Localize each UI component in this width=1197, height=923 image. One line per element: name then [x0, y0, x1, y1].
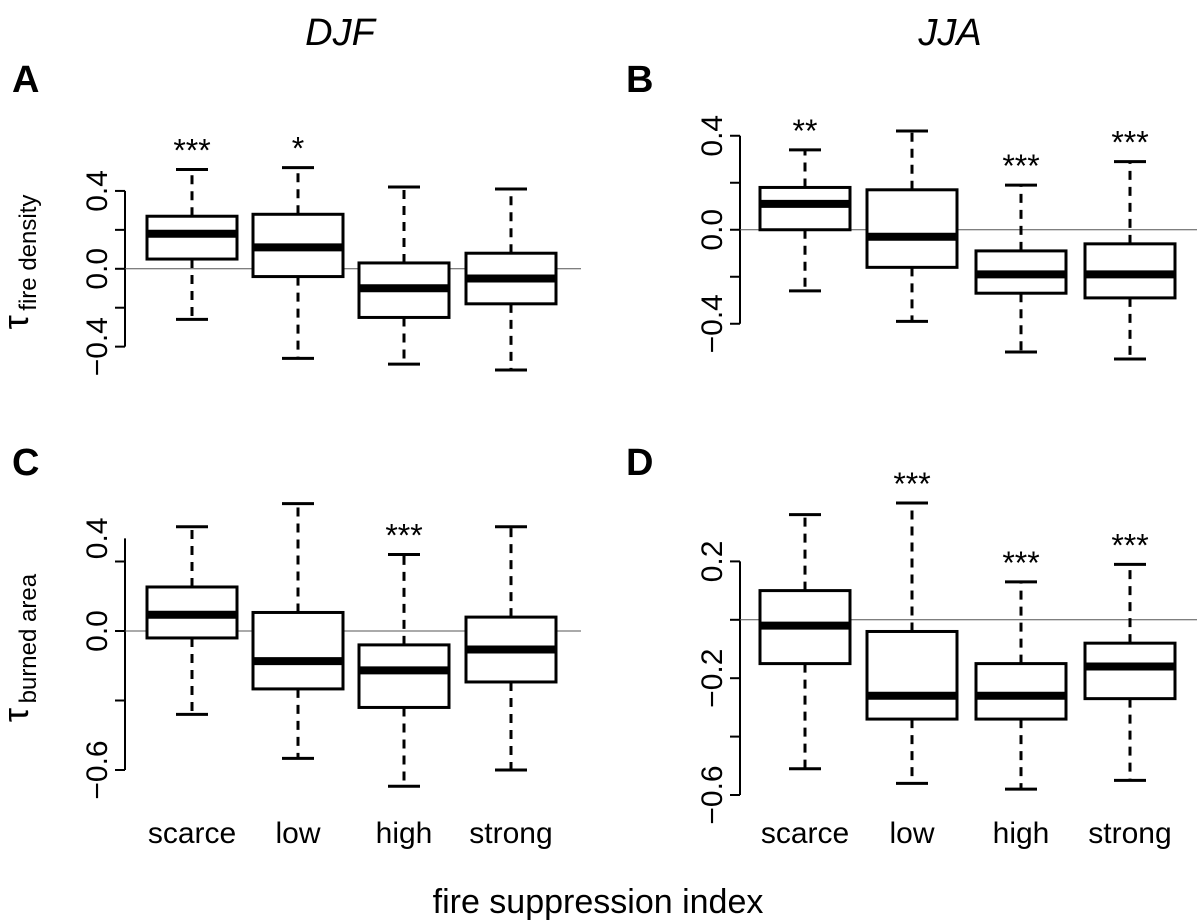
panel-d: D −0.6 −0.2 0.2 scarce *** low *** high *** strong [626, 442, 1197, 850]
box-high: *** [974, 148, 1068, 354]
panel-a: A−0.40.00.4*** * [12, 59, 581, 376]
y-tick-label: 0.0 [81, 248, 114, 290]
ylabel-tau-symbol: τ [0, 315, 36, 329]
significance-label: *** [173, 133, 210, 169]
box-low [865, 129, 959, 323]
ylabel-subscript: burned area [15, 573, 42, 703]
iqr-box [357, 643, 451, 709]
box-high: *** high [974, 545, 1068, 850]
significance-label: *** [1111, 125, 1148, 161]
iqr-box [1083, 641, 1177, 701]
x-tick-label-low: low [275, 817, 320, 850]
iqr-box [865, 188, 959, 269]
panel-letter: C [12, 442, 39, 484]
significance-label: * [292, 131, 304, 167]
box-high [357, 185, 451, 366]
y-tick-label: −0.6 [696, 765, 729, 824]
panel-letter: A [12, 59, 39, 101]
significance-label: *** [1111, 527, 1148, 563]
x-tick-label-low: low [889, 817, 934, 850]
svg-text:τ burned area: τ burned area [0, 573, 42, 722]
col-title-djf: DJF [305, 12, 376, 54]
row-ylabel-burned-area: τ burned area [0, 573, 42, 722]
y-tick-label: 0.4 [81, 170, 114, 212]
box-low: *** low [865, 466, 959, 850]
significance-label: *** [1002, 148, 1039, 184]
row-ylabel-fire-density: τ fire density [0, 195, 42, 330]
panel-b: B−0.40.00.4 ******** [626, 59, 1197, 361]
x-tick-label-scarce: scarce [761, 817, 849, 850]
box-high: *** high [357, 518, 451, 850]
panel-letter: B [626, 59, 653, 101]
y-tick-label: −0.4 [696, 294, 729, 353]
col-title-jja: JJA [917, 12, 981, 54]
x-tick-label-strong: strong [1088, 817, 1171, 850]
ylabel-tau-symbol: τ [0, 708, 36, 722]
x-tick-label-high: high [993, 817, 1050, 850]
y-tick-label: 0.4 [81, 517, 114, 559]
y-tick-label: −0.4 [81, 317, 114, 376]
y-tick-label: −0.2 [696, 649, 729, 708]
box-scarce: scarce [758, 513, 852, 850]
box-scarce: ** [758, 113, 852, 293]
panel-letter: D [626, 442, 653, 484]
box-strong: strong [464, 525, 558, 850]
box-strong [464, 187, 558, 372]
y-tick-label: 0.0 [81, 610, 114, 652]
svg-text:τ fire density: τ fire density [0, 195, 42, 330]
panel-c: C −0.6 0.0 0.4 scarce low *** high strong [12, 442, 581, 850]
box-scarce: scarce [145, 525, 239, 850]
iqr-box [974, 662, 1068, 721]
iqr-box [251, 610, 345, 691]
significance-label: *** [385, 518, 422, 554]
y-tick-label: 0.4 [696, 115, 729, 157]
y-tick-label: 0.2 [696, 541, 729, 583]
box-scarce: *** [145, 133, 239, 321]
box-strong: *** strong [1083, 527, 1177, 850]
significance-label: *** [893, 466, 930, 502]
y-tick-label: −0.6 [81, 740, 114, 799]
significance-label: *** [1002, 545, 1039, 581]
x-tick-label-scarce: scarce [148, 817, 236, 850]
box-low: * [251, 131, 345, 360]
y-tick-label: 0.0 [696, 209, 729, 251]
iqr-box [865, 629, 959, 721]
box-low: low [251, 502, 345, 850]
x-tick-label-strong: strong [469, 817, 552, 850]
ylabel-subscript: fire density [15, 195, 42, 311]
x-axis-label: fire suppression index [433, 883, 764, 921]
box-strong: *** [1083, 125, 1177, 361]
significance-label: ** [793, 113, 818, 149]
iqr-box [758, 185, 852, 232]
x-tick-label-high: high [376, 817, 433, 850]
